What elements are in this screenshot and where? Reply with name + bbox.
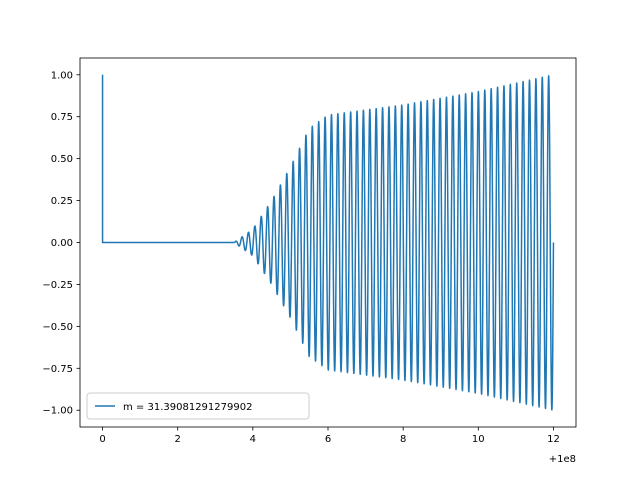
x-tick-label: 6 <box>325 434 331 445</box>
y-tick-label: 0.50 <box>51 154 73 165</box>
y-tick-label: −0.25 <box>42 280 73 291</box>
x-offset-label: +1e8 <box>549 454 576 465</box>
legend: m = 31.39081291279902 <box>86 392 310 420</box>
axes: 0 2 4 6 8 10 12 +1e8 1.00 0.75 0.50 0.25 0.00 −0.25 −0… <box>42 57 577 465</box>
y-tick-label: −0.75 <box>42 364 73 375</box>
x-tick-label: 10 <box>472 434 485 445</box>
y-tick-label: 1.00 <box>51 70 73 81</box>
legend-box <box>86 392 310 420</box>
x-tick-label: 2 <box>175 434 181 445</box>
y-tick-label: 0.75 <box>51 112 73 123</box>
legend-label: m = 31.39081291279902 <box>123 402 252 413</box>
y-tick-label: −0.50 <box>42 322 73 333</box>
series-line <box>101 74 555 411</box>
y-tick-label: −1.00 <box>42 406 73 417</box>
x-tick-label: 4 <box>250 434 256 445</box>
x-tick-label: 0 <box>99 434 105 445</box>
plot-area <box>101 74 555 411</box>
x-tick-label: 12 <box>547 434 560 445</box>
y-tick-label: 0.25 <box>51 196 73 207</box>
y-tick-label: 0.00 <box>51 238 73 249</box>
x-tick-label: 8 <box>400 434 406 445</box>
